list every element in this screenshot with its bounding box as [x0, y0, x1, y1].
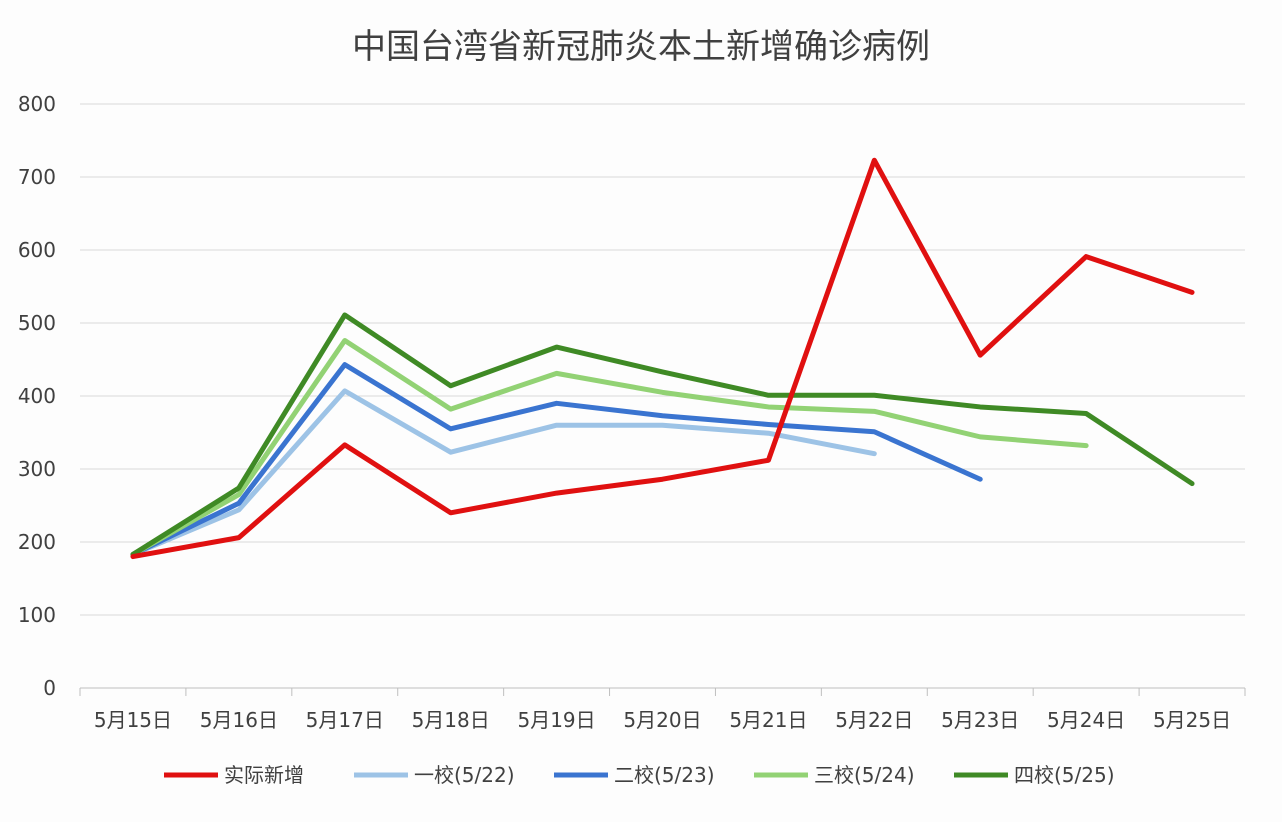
x-tick-label: 5月23日 — [941, 708, 1019, 732]
legend-label: 实际新增 — [224, 763, 304, 787]
y-tick-label: 500 — [18, 311, 56, 335]
series-line — [130, 157, 1195, 560]
legend-label: 一校(5/22) — [414, 763, 515, 787]
y-tick-label: 600 — [18, 238, 56, 262]
grid — [80, 103, 1245, 616]
legend-label: 二校(5/23) — [614, 763, 715, 787]
x-tick-label: 5月16日 — [200, 708, 278, 732]
legend: 实际新增 一校(5/22) 二校(5/23) 三校(5/24) 四校(5/25) — [164, 763, 1115, 787]
legend-label: 四校(5/25) — [1014, 763, 1115, 787]
series-line — [130, 338, 1089, 557]
x-tick-label: 5月15日 — [94, 708, 172, 732]
series-line — [130, 312, 1195, 557]
x-tick-label: 5月18日 — [412, 708, 490, 732]
x-tick-label: 5月17日 — [306, 708, 384, 732]
x-tick-label: 5月21日 — [729, 708, 807, 732]
x-tick-label: 5月19日 — [517, 708, 595, 732]
x-tick-label: 5月24日 — [1047, 708, 1125, 732]
y-axis-ticks: 0 100 200 300 400 500 600 700 800 — [18, 92, 56, 700]
legend-label: 三校(5/24) — [814, 763, 915, 787]
series-line — [130, 362, 983, 557]
y-tick-label: 700 — [18, 165, 56, 189]
x-tick-label: 5月25日 — [1153, 708, 1231, 732]
y-tick-label: 300 — [18, 457, 56, 481]
y-tick-label: 400 — [18, 384, 56, 408]
y-tick-label: 100 — [18, 603, 56, 627]
series-lines — [130, 157, 1195, 560]
series-line — [130, 388, 877, 557]
y-tick-label: 0 — [43, 676, 56, 700]
y-tick-label: 200 — [18, 530, 56, 554]
x-tick-label: 5月22日 — [835, 708, 913, 732]
x-tick-label: 5月20日 — [623, 708, 701, 732]
x-axis: 5月15日 5月16日 5月17日 5月18日 5月19日 5月20日 5月21日 5月22日… — [79, 687, 1246, 732]
y-tick-label: 800 — [18, 92, 56, 116]
chart-title: 中国台湾省新冠肺炎本土新增确诊病例 — [352, 27, 930, 67]
